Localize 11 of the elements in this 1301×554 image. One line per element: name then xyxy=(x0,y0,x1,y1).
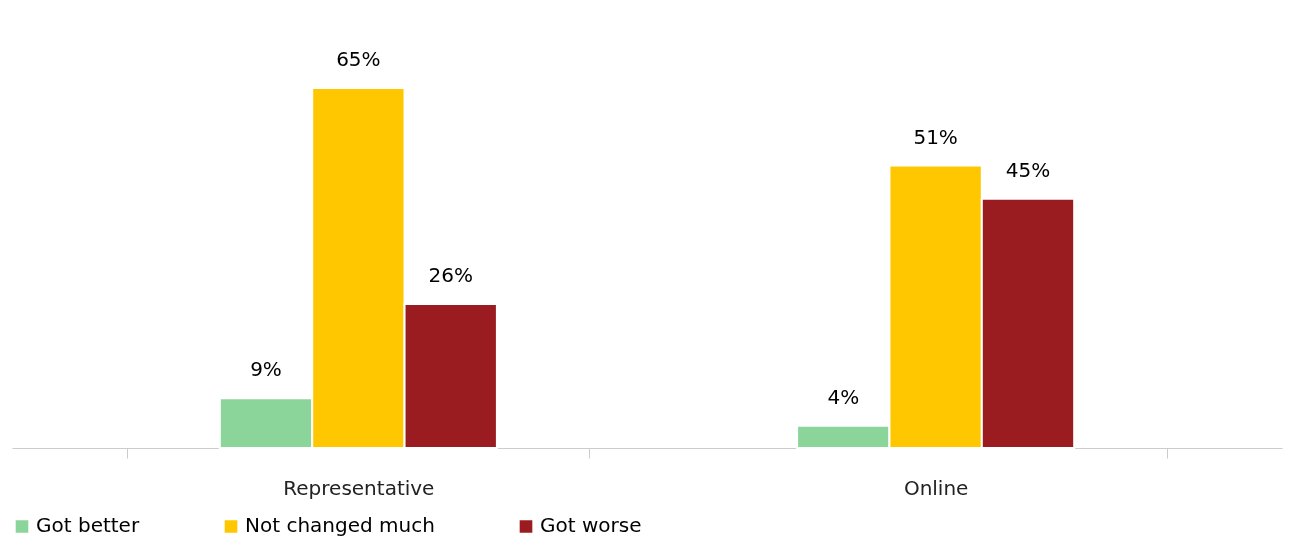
data-label: 26% xyxy=(428,263,473,287)
x-tick-label: Representative xyxy=(283,475,435,500)
legend-label: Got better xyxy=(36,513,140,538)
data-label: 4% xyxy=(827,384,860,409)
x-tick-label: Online xyxy=(903,475,969,500)
data-label: 65% xyxy=(336,47,381,71)
data-label: 9% xyxy=(250,357,282,382)
data-label: 51% xyxy=(913,124,958,149)
legend-label: Got worse xyxy=(540,513,642,538)
legend-label: Not changed much xyxy=(245,513,435,538)
data-label: 45% xyxy=(1005,157,1051,182)
